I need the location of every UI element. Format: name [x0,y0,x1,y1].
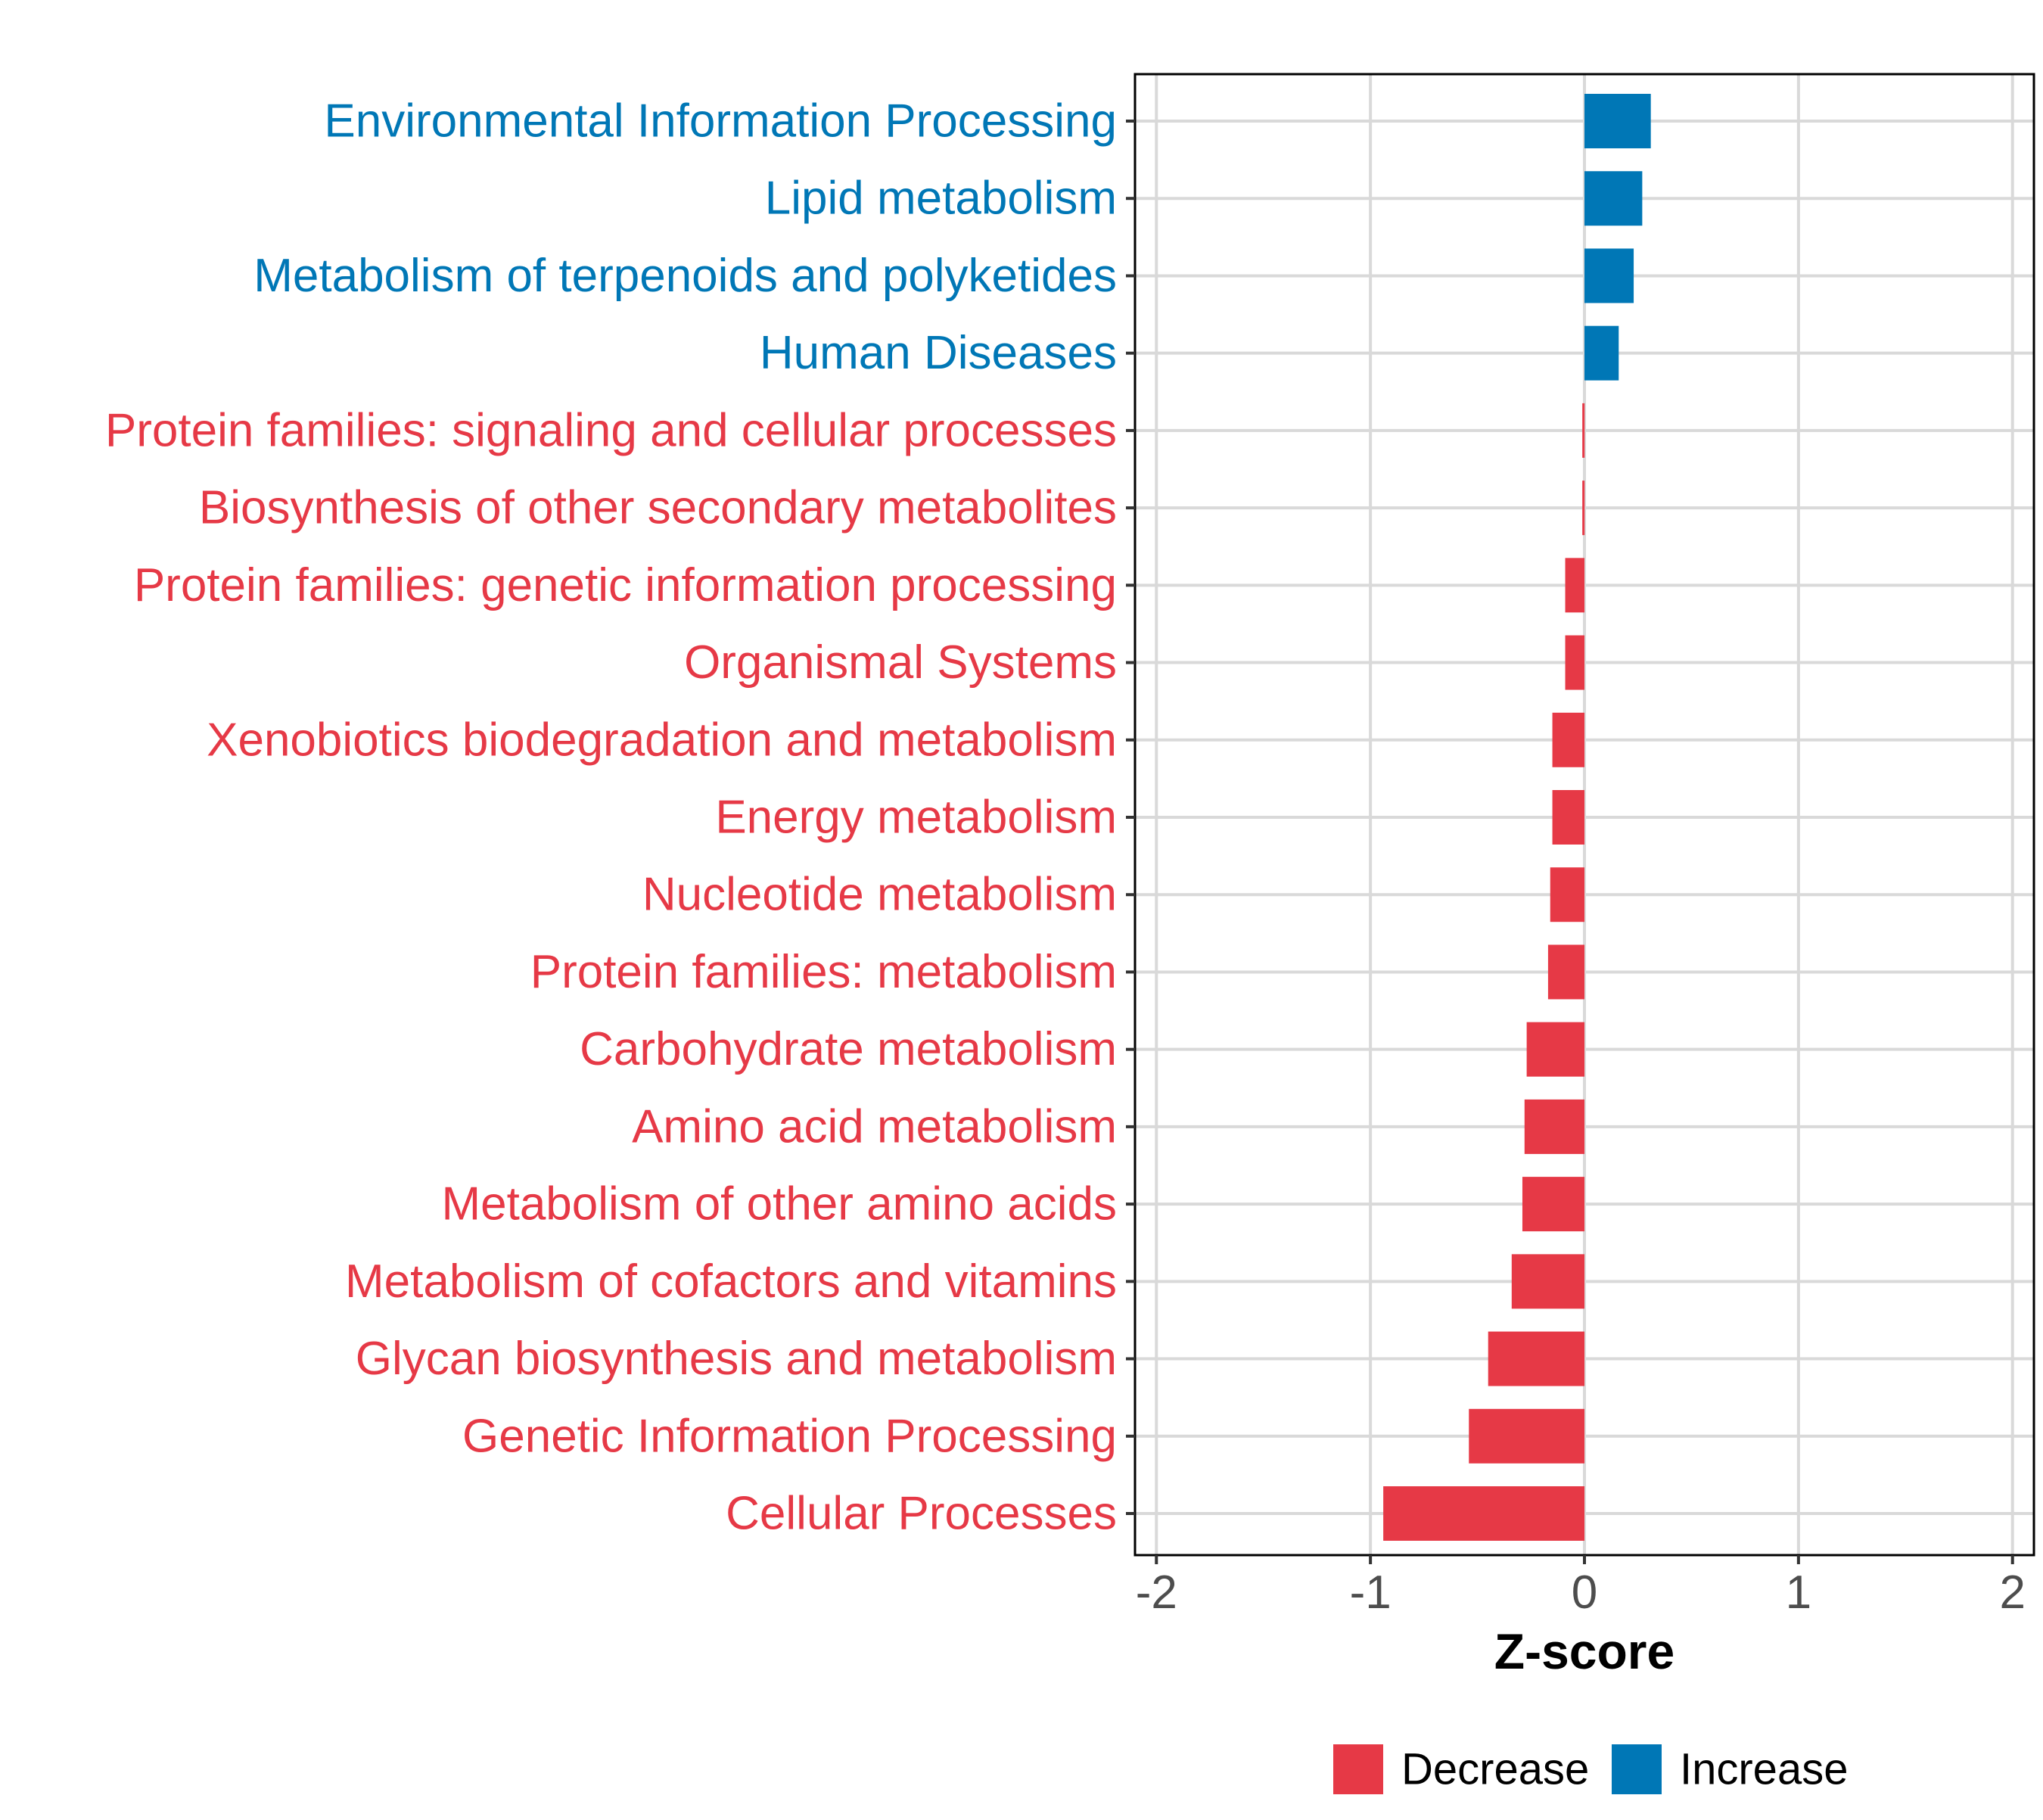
bar [1582,403,1585,458]
x-tick-label: -2 [1136,1566,1177,1619]
bar [1565,558,1584,613]
y-tick-label: Xenobiotics biodegradation and metabolis… [207,714,1117,766]
y-tick-label: Organismal Systems [684,636,1117,689]
y-tick-label: Biosynthesis of other secondary metaboli… [199,482,1117,534]
legend: Decrease Increase [1333,1744,1848,1794]
x-tick-label: 0 [1572,1566,1597,1619]
y-tick-label: Nucleotide metabolism [642,869,1117,921]
y-tick-label: Human Diseases [760,327,1117,379]
bar [1383,1486,1584,1541]
y-tick-label: Metabolism of other amino acids [441,1178,1117,1230]
x-axis: -2 -1 0 1 2 [1136,1555,2026,1619]
y-tick-label: Protein families: genetic information pr… [134,559,1117,611]
y-tick-label: Genetic Information Processing [462,1410,1117,1462]
y-tick-label: Cellular Processes [726,1488,1117,1540]
y-tick-label: Energy metabolism [715,792,1117,844]
bar [1584,94,1651,148]
y-tick-label: Environmental Information Processing [324,95,1117,148]
bar [1547,944,1584,1000]
legend-label-increase: Increase [1680,1745,1848,1794]
bar [1550,867,1584,922]
y-axis: Environmental Information Processing Lipi… [105,95,1135,1540]
y-tick-label: Glycan biosynthesis and metabolism [356,1333,1117,1385]
legend-key-decrease [1333,1744,1383,1794]
bar [1584,171,1643,226]
x-axis-title: Z-score [1494,1623,1675,1679]
bar-layer [1383,94,1651,1541]
bar [1522,1177,1584,1232]
bar [1552,790,1584,845]
y-tick-label: Protein families: metabolism [530,946,1117,998]
y-tick-label: Metabolism of terpenoids and polyketides [253,250,1117,302]
y-tick-label: Carbohydrate metabolism [580,1023,1117,1075]
x-tick-label: 1 [1786,1566,1811,1619]
bar [1584,325,1619,381]
legend-key-increase [1612,1744,1662,1794]
bar [1584,248,1634,303]
bar [1526,1022,1584,1077]
bar [1488,1331,1584,1386]
y-tick-label: Lipid metabolism [765,173,1117,225]
legend-label-decrease: Decrease [1401,1745,1589,1794]
bar [1552,712,1584,767]
bar [1582,481,1585,536]
y-tick-label: Amino acid metabolism [632,1100,1117,1153]
bar [1524,1099,1584,1154]
x-tick-label: -1 [1350,1566,1392,1619]
x-tick-label: 2 [1999,1566,2025,1619]
bar [1469,1408,1584,1464]
bar [1565,635,1584,690]
y-tick-label: Protein families: signaling and cellular… [105,404,1117,456]
bar [1511,1254,1584,1309]
y-tick-label: Metabolism of cofactors and vitamins [345,1255,1117,1308]
